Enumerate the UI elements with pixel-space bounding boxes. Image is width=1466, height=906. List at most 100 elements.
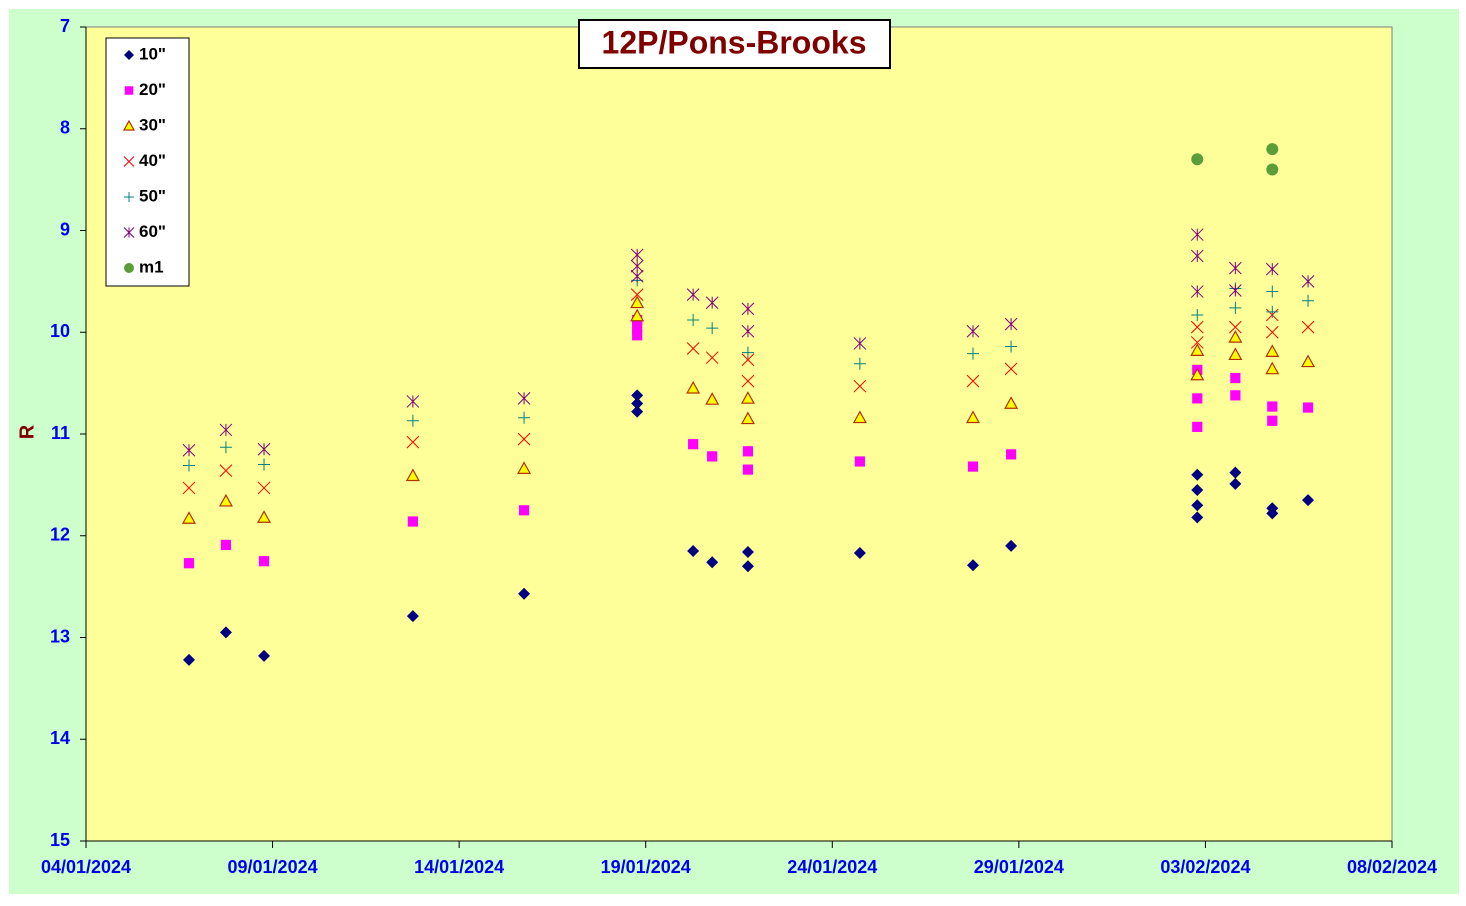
marker-x <box>1190 336 1204 349</box>
marker-triangle <box>630 295 645 309</box>
marker-diamond <box>1191 499 1204 512</box>
marker-triangle <box>852 410 867 424</box>
marker-plus <box>966 347 979 360</box>
x-tick-label: 29/01/2024 <box>974 857 1064 877</box>
marker-asterisk <box>741 324 755 338</box>
marker-diamond <box>631 397 644 410</box>
marker-diamond <box>1005 539 1018 552</box>
legend <box>105 37 190 287</box>
marker-square <box>1192 393 1203 404</box>
marker-x <box>1229 320 1242 334</box>
marker-square <box>183 558 195 569</box>
marker-x <box>123 156 135 167</box>
marker-diamond <box>631 405 644 418</box>
legend-label: 60" <box>139 222 166 241</box>
marker-square <box>967 461 979 472</box>
y-tick-label: 9 <box>60 219 70 239</box>
marker-circle <box>1266 143 1279 156</box>
marker-triangle <box>517 461 532 474</box>
marker-diamond <box>1191 483 1204 496</box>
marker-square <box>1230 372 1241 384</box>
marker-plus <box>219 441 232 454</box>
marker-square <box>854 456 865 467</box>
x-tick-label: 24/01/2024 <box>787 857 877 877</box>
marker-asterisk <box>630 248 644 262</box>
y-axis-label: R <box>16 424 38 439</box>
y-tick-label: 12 <box>50 525 70 545</box>
marker-square <box>1302 402 1314 413</box>
marker-square <box>632 330 643 341</box>
marker-plus <box>258 458 271 471</box>
marker-plus <box>183 459 196 472</box>
marker-triangle <box>1190 367 1205 381</box>
marker-x <box>406 435 420 449</box>
marker-triangle <box>257 510 272 523</box>
marker-x <box>686 342 700 355</box>
y-tick-label: 7 <box>60 16 70 36</box>
marker-square <box>632 322 643 333</box>
marker-x <box>257 481 271 495</box>
marker-square <box>1005 449 1017 460</box>
marker-asterisk <box>966 324 980 338</box>
marker-plus <box>1266 285 1279 298</box>
x-tick-label: 19/01/2024 <box>601 857 691 877</box>
marker-asterisk <box>1229 284 1242 297</box>
marker-square <box>742 464 754 475</box>
marker-asterisk <box>630 269 644 283</box>
marker-plus <box>1302 294 1315 307</box>
marker-circle <box>124 263 134 273</box>
marker-square <box>1192 421 1203 432</box>
marker-diamond <box>853 547 866 560</box>
marker-asterisk <box>257 442 271 456</box>
marker-diamond <box>1191 511 1204 524</box>
marker-plus <box>741 346 754 359</box>
marker-triangle <box>705 392 720 405</box>
marker-triangle <box>1301 354 1316 368</box>
x-tick-label: 09/01/2024 <box>228 857 318 877</box>
legend-label: 20" <box>139 80 166 99</box>
marker-square <box>1267 415 1278 426</box>
plot-area <box>85 26 1393 842</box>
marker-triangle <box>122 119 136 131</box>
marker-asterisk <box>1265 262 1279 276</box>
marker-x <box>1265 325 1279 339</box>
marker-diamond <box>1229 466 1242 479</box>
marker-plus <box>853 357 866 370</box>
marker-triangle <box>686 380 701 394</box>
x-tick-label: 03/02/2024 <box>1160 857 1250 877</box>
title-box <box>578 19 891 69</box>
marker-asterisk <box>1229 261 1242 275</box>
marker-plus <box>1191 308 1204 321</box>
marker-diamond <box>706 556 719 569</box>
marker-triangle <box>740 411 755 425</box>
marker-diamond <box>1229 477 1242 490</box>
marker-asterisk <box>705 296 719 310</box>
marker-square <box>688 439 699 450</box>
marker-plus <box>124 192 134 202</box>
legend-label: 50" <box>139 186 166 205</box>
marker-diamond <box>406 610 419 623</box>
y-tick-label: 10 <box>50 321 70 341</box>
marker-plus <box>1005 340 1018 353</box>
marker-diamond <box>1302 494 1315 507</box>
marker-square <box>258 556 270 567</box>
marker-asterisk <box>630 259 644 273</box>
x-tick-label: 14/01/2024 <box>414 857 504 877</box>
marker-square <box>1230 390 1241 401</box>
marker-diamond <box>219 626 232 639</box>
marker-plus <box>518 411 531 424</box>
marker-diamond <box>741 546 754 559</box>
marker-triangle <box>1004 396 1019 409</box>
y-tick-label: 14 <box>50 728 70 748</box>
x-tick-label: 08/02/2024 <box>1347 857 1437 877</box>
marker-x <box>517 432 531 446</box>
marker-triangle <box>1228 347 1243 361</box>
marker-triangle <box>740 391 755 404</box>
marker-diamond <box>124 50 134 60</box>
marker-diamond <box>631 389 644 402</box>
marker-asterisk <box>517 392 531 405</box>
marker-plus <box>687 314 700 327</box>
legend-label: 40" <box>139 151 166 170</box>
marker-triangle <box>630 308 645 322</box>
marker-x <box>1004 362 1018 376</box>
